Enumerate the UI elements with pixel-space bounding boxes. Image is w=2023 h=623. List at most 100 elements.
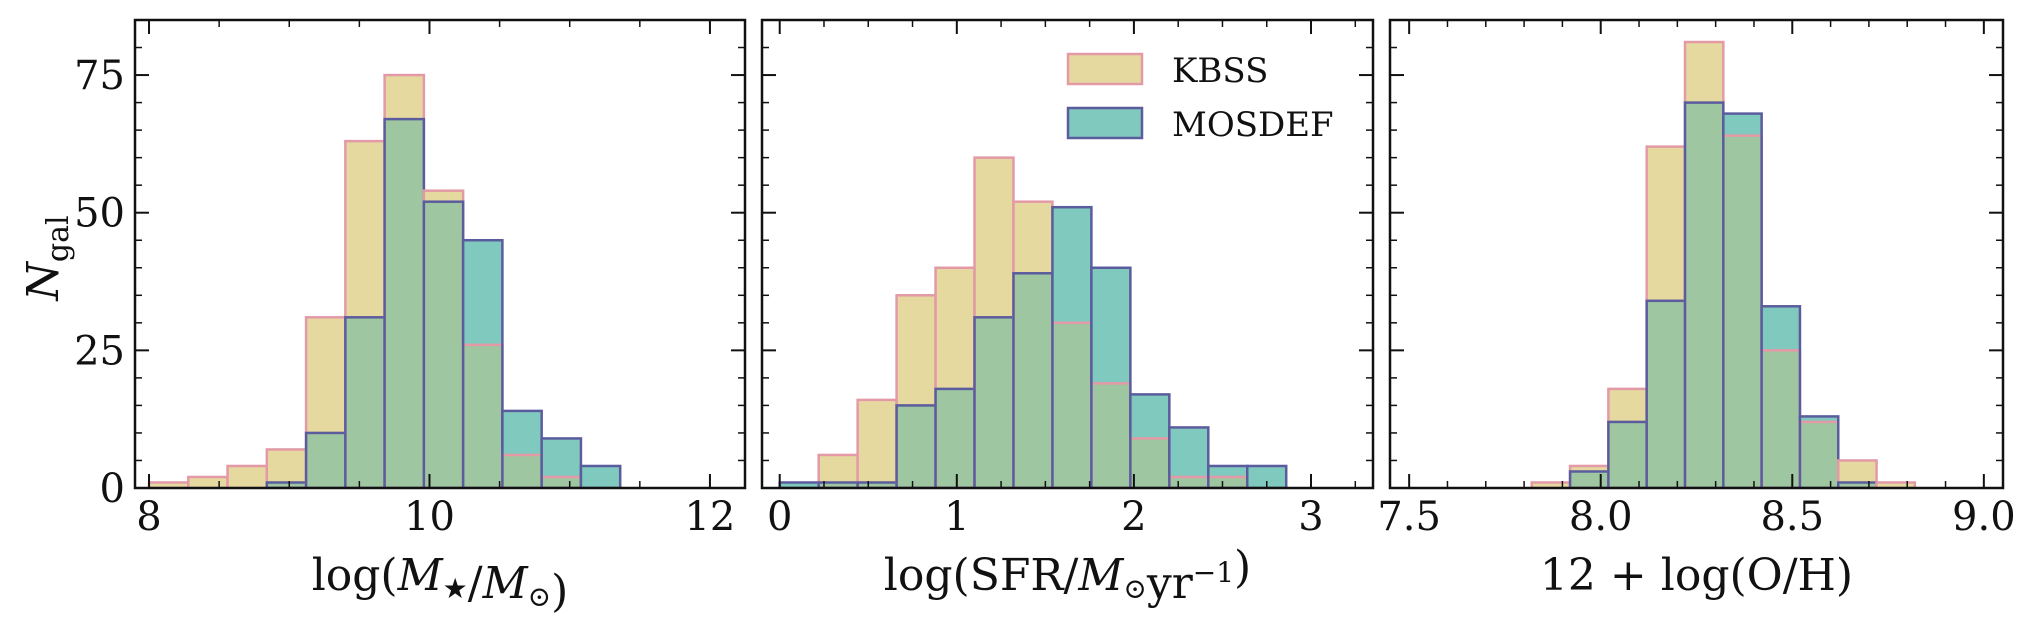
x-axis-label: 12 + log(O/H) (1540, 550, 1853, 601)
excess-bar (1052, 207, 1092, 323)
legend-label-kbss: KBSS (1172, 51, 1268, 91)
excess-bar (541, 438, 581, 477)
excess-bar (779, 482, 819, 488)
excess-bar (266, 449, 307, 483)
excess-bar (896, 295, 936, 406)
excess-bar (1723, 113, 1762, 136)
excess-bar (1838, 460, 1877, 483)
excess-bar (227, 465, 267, 488)
excess-bar (1876, 482, 1915, 488)
excess-bar (188, 476, 228, 488)
bars-group (1530, 40, 1917, 488)
excess-bar (502, 410, 542, 455)
overlap-bar (1091, 383, 1131, 488)
excess-bar (1531, 482, 1571, 488)
overlap-bar (1646, 300, 1686, 488)
excess-bar (463, 240, 503, 345)
bars-group (147, 73, 622, 488)
legend-swatch-mosdef (1066, 106, 1144, 140)
excess-bar (1013, 201, 1053, 274)
excess-bar (818, 454, 858, 483)
overlap-bar (306, 432, 346, 488)
overlap-bar (541, 476, 581, 488)
legend: KBSS MOSDEF (1066, 51, 1334, 145)
excess-bar (1646, 146, 1686, 301)
excess-bar (974, 157, 1014, 318)
overlap-bar (818, 482, 858, 488)
excess-bar (1570, 465, 1609, 472)
y-axis-label-sub: gal (41, 215, 76, 262)
overlap-bar (384, 119, 424, 488)
mosdef-bar (579, 464, 622, 488)
excess-bar (1091, 267, 1131, 384)
x-axis-label: log(SFR/M⊙yr−1) (884, 542, 1251, 609)
panel-frame (133, 18, 747, 490)
x-tick-label: 10 (404, 494, 455, 540)
overlap-bar (502, 454, 542, 488)
overlap-bar (345, 317, 385, 488)
excess-bar (1761, 306, 1800, 351)
excess-bar (384, 75, 424, 120)
x-tick-label: 12 (684, 494, 735, 540)
excess-bar (857, 399, 897, 483)
excess-bar (935, 267, 975, 389)
excess-bar (345, 141, 385, 318)
y-tick-label: 75 (74, 53, 125, 99)
overlap-bar (857, 482, 897, 488)
overlap-bar (1130, 438, 1170, 488)
overlap-bar (1761, 350, 1800, 488)
panel-frame (760, 18, 1375, 490)
overlap-bar (463, 344, 503, 488)
y-tick-label: 50 (74, 191, 125, 237)
mosdef-bar (1090, 266, 1132, 488)
mosdef-bar (1168, 426, 1210, 488)
overlap-bar (1838, 482, 1877, 488)
x-tick-label: 9.0 (1952, 494, 2016, 540)
excess-bar (580, 465, 621, 488)
overlap-bar (423, 201, 464, 488)
y-axis-label: Ngal (18, 215, 76, 301)
x-axis-label: log(M★/M⊙) (312, 550, 569, 617)
x-tick-label: 3 (1298, 494, 1323, 540)
panel-1: 8 10 12 0 25 50 75 log(M★/M⊙) (74, 18, 747, 617)
excess-bar (1799, 416, 1839, 422)
overlap-bar (266, 482, 307, 488)
overlap-bar (1799, 421, 1839, 488)
bars-group (778, 156, 1288, 488)
x-tick-label: 8.5 (1760, 494, 1824, 540)
x-tick-label: 0 (767, 494, 792, 540)
legend-swatch-kbss (1066, 52, 1144, 86)
legend-label-mosdef: MOSDEF (1172, 105, 1334, 145)
x-tick-label: 7.5 (1377, 494, 1441, 540)
mosdef-bar (461, 238, 504, 488)
excess-bar (423, 190, 464, 202)
excess-bar (1247, 465, 1287, 488)
overlap-bar (1052, 322, 1092, 488)
overlap-bar (974, 317, 1014, 488)
x-tick-label: 8.0 (1569, 494, 1633, 540)
overlap-bar (1608, 421, 1647, 488)
excess-bar (1685, 42, 1724, 103)
mosdef-bar (1760, 305, 1802, 488)
excess-bar (149, 482, 189, 488)
overlap-bar (1208, 476, 1248, 488)
y-tick-label: 0 (100, 466, 125, 512)
y-axis-label-main: N (18, 261, 69, 302)
overlap-bar (1570, 471, 1609, 488)
excess-bar (306, 317, 346, 433)
overlap-bar (1685, 102, 1724, 488)
excess-bar (1608, 388, 1647, 422)
overlap-bar (896, 405, 936, 488)
overlap-bar (1723, 135, 1762, 488)
overlap-bar (935, 388, 975, 488)
overlap-bar (1013, 273, 1053, 488)
panel-3: 7.5 8.0 8.5 9.0 12 + log(O/H) (1377, 18, 2016, 601)
excess-bar (1169, 427, 1209, 477)
panel-2: 0 1 2 3 log(SFR/M⊙yr−1) (760, 18, 1375, 609)
overlap-bar (1169, 476, 1209, 488)
panel-frame (1388, 18, 2005, 490)
x-tick-label: 8 (136, 494, 161, 540)
x-tick-label: 2 (1121, 494, 1146, 540)
